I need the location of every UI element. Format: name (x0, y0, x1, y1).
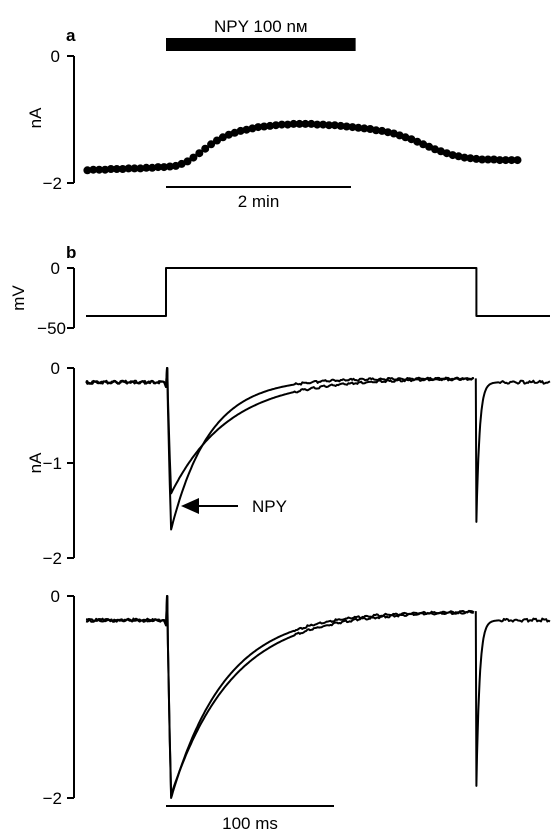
npy-application-bar (166, 38, 356, 51)
panel-a-label: a (66, 26, 76, 45)
data-point (313, 120, 322, 129)
voltage-y-label: mV (9, 285, 28, 311)
current1-ytick-minus1: −1 (43, 454, 62, 473)
data-point (83, 166, 92, 175)
data-point (507, 156, 516, 165)
data-point (154, 163, 163, 172)
data-point (271, 121, 280, 130)
data-point (307, 119, 316, 128)
current1-ytick-minus2: −2 (43, 549, 62, 568)
data-point (319, 120, 328, 129)
data-point (289, 119, 298, 128)
data-point (372, 126, 381, 135)
current1-ytick-0: 0 (51, 359, 60, 378)
panel-b-time-scale-label: 100 ms (222, 814, 278, 833)
data-point (501, 156, 510, 165)
data-point (101, 165, 110, 174)
data-point (118, 165, 127, 173)
current-traces-2: 0 −2 (43, 587, 551, 808)
npy-arrow-head (181, 498, 199, 514)
data-point (148, 163, 157, 172)
data-point (348, 123, 357, 132)
data-point (189, 153, 198, 162)
voltage-step-trace (86, 267, 550, 317)
data-point (260, 122, 269, 131)
data-point (472, 154, 481, 163)
panel-a-data-points (83, 119, 522, 175)
data-point (460, 153, 469, 162)
panel-a-y-axis (67, 55, 75, 184)
panel-a-ytick-minus2: −2 (43, 174, 62, 193)
data-point (95, 165, 104, 174)
data-point (489, 155, 498, 164)
current1-y-label: nA (26, 452, 45, 473)
data-point (484, 155, 492, 164)
npy-arrow-annotation: NPY (181, 497, 287, 516)
voltage-ytick-minus50: −50 (37, 319, 66, 338)
data-point (342, 122, 351, 131)
current-traces-1: 0 −1 −2 nA NPY (26, 359, 551, 568)
data-point (360, 124, 369, 133)
current1-npy-trace (85, 367, 474, 495)
data-point (124, 164, 133, 173)
data-point (183, 157, 192, 166)
data-point (160, 163, 168, 172)
data-point (254, 123, 263, 132)
data-point (513, 156, 522, 165)
data-point (165, 162, 174, 171)
voltage-protocol: 0 −50 mV (9, 259, 550, 338)
npy-application-label: NPY 100 nм (214, 17, 308, 36)
data-point (130, 164, 139, 173)
panel-b-label: b (66, 243, 76, 262)
npy-arrow-label: NPY (252, 497, 287, 516)
data-point (142, 163, 151, 172)
data-point (301, 119, 310, 128)
data-point (330, 121, 339, 130)
current1-tail-trace (474, 378, 551, 523)
current2-tail-trace (474, 611, 551, 787)
data-point (336, 121, 345, 130)
data-point (325, 121, 333, 130)
data-point (478, 155, 487, 164)
panel-a-ytick-0: 0 (51, 47, 60, 66)
panel-a-y-label: nA (26, 107, 45, 128)
data-point (466, 154, 475, 163)
panel-b: b 0 −50 mV 0 −1 −2 nA NPY (9, 243, 551, 833)
data-point (295, 119, 304, 128)
voltage-ytick-0: 0 (51, 259, 60, 278)
voltage-y-axis (67, 267, 75, 329)
data-point (195, 149, 204, 158)
panel-a-time-scale-label: 2 min (238, 192, 280, 211)
data-point (283, 120, 292, 129)
data-point (495, 156, 504, 165)
current2-ytick-minus2: −2 (43, 789, 62, 808)
data-point (207, 140, 216, 149)
current2-trace-b (85, 595, 474, 796)
data-point (213, 136, 221, 145)
current2-y-axis (67, 595, 75, 799)
data-point (112, 165, 121, 173)
data-point (136, 164, 145, 173)
data-point (354, 123, 363, 132)
data-point (266, 121, 274, 130)
data-point (89, 165, 98, 174)
current1-y-axis (67, 367, 75, 559)
data-point (201, 144, 210, 153)
current2-ytick-0: 0 (51, 587, 60, 606)
data-point (277, 120, 286, 129)
current2-trace-a (85, 595, 475, 799)
panel-a: a NPY 100 nм 0 −2 nA 2 min (26, 17, 522, 211)
data-point (106, 165, 115, 173)
